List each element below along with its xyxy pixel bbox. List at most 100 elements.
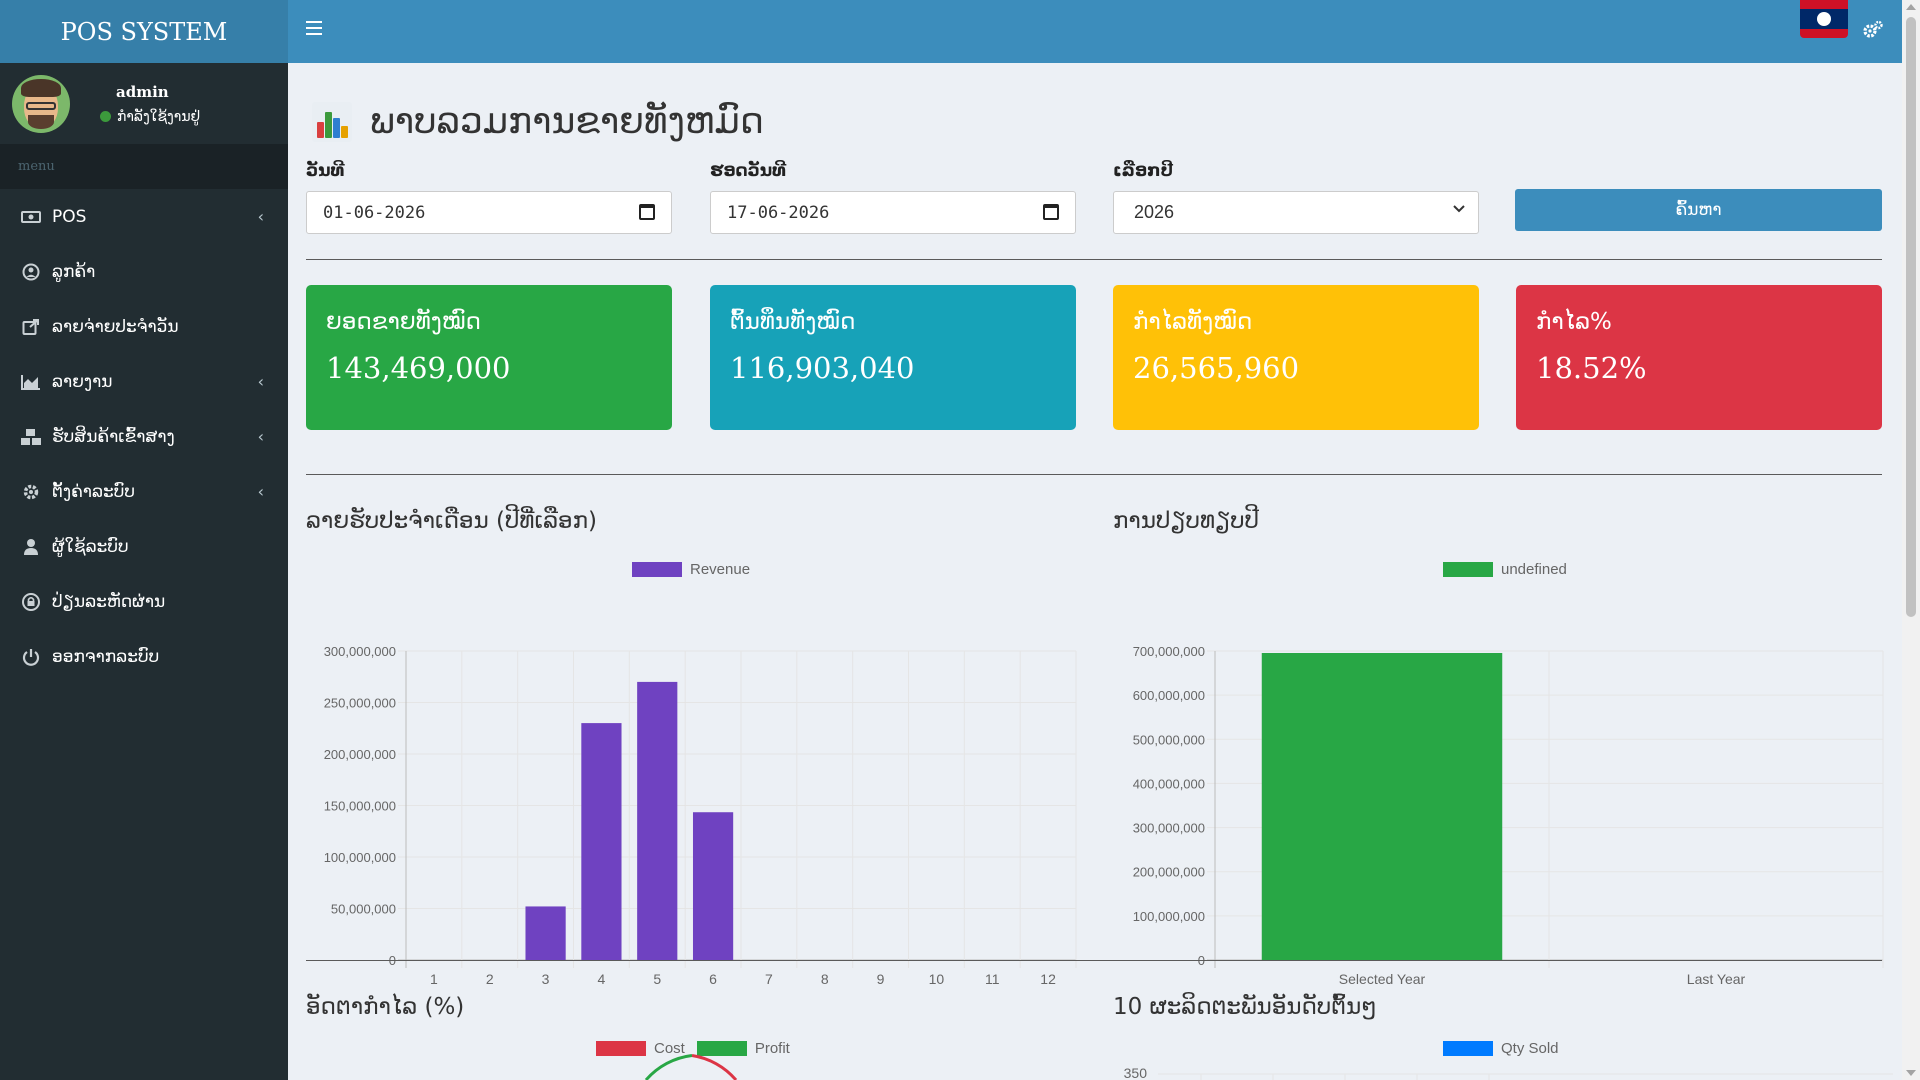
chart-legend[interactable]: Qty Sold — [1443, 1040, 1559, 1057]
x-tick-label: Selected Year — [1339, 971, 1426, 987]
cogs-icon[interactable] — [1862, 20, 1884, 45]
chevron-left-icon: ‹ — [257, 207, 264, 226]
sidebar-item-logout[interactable]: ອອກຈາກລະບົບ — [0, 629, 288, 684]
cubes-icon — [20, 426, 42, 448]
y-tick-label: 250,000,000 — [324, 696, 396, 711]
chart-legend[interactable]: undefined — [1443, 561, 1567, 578]
y-tick-label: 400,000,000 — [1133, 776, 1205, 791]
bar-5 — [637, 681, 678, 960]
card-label: ກຳໄລທັງໝົດ — [1133, 309, 1253, 335]
sidebar-item-label: ອອກຈາກລະບົບ — [52, 646, 160, 667]
x-tick-label: 11 — [985, 971, 1000, 987]
card-label: ຕົ້ນທຶນທັງໝົດ — [730, 309, 856, 335]
calendar-icon[interactable] — [639, 204, 655, 220]
share-square-icon — [20, 316, 42, 338]
sidebar-item-label: ລາຍຈ່າຍປະຈຳວັນ — [52, 316, 179, 337]
chart-legend[interactable]: Revenue — [632, 561, 750, 578]
calendar-icon[interactable] — [1043, 204, 1059, 220]
sidebar-item-pos[interactable]: POS ‹ — [0, 189, 288, 244]
year-select-label: ເລືອກປີ — [1113, 161, 1173, 181]
bar-4 — [581, 723, 622, 960]
area-chart-icon — [20, 371, 42, 393]
x-tick-label: 6 — [709, 971, 717, 987]
user-panel: admin ກຳລັງໃຊ້ງານຢູ່ — [0, 63, 288, 144]
start-date-input[interactable]: 01-06-2026 — [306, 191, 672, 234]
scrollbar-thumb[interactable] — [1906, 17, 1916, 617]
pie-slice-cost — [691, 1054, 738, 1080]
app-logo[interactable]: POS SYSTEM — [0, 0, 288, 63]
y-tick-label: 150,000,000 — [324, 799, 396, 814]
profit-ratio-chart: Cost Profit — [306, 1040, 1086, 1080]
x-tick-label: 10 — [929, 971, 945, 987]
scroll-up-arrow-icon[interactable] — [1906, 4, 1916, 10]
bar-6 — [692, 812, 734, 960]
sidebar-item-label: ຕັ້ງຄ່າລະບົບ — [52, 481, 136, 502]
search-button[interactable]: ຄົ້ນຫາ — [1515, 189, 1882, 231]
chevron-left-icon: ‹ — [257, 482, 264, 501]
hamburger-menu-icon[interactable] — [306, 21, 322, 35]
card-label: ຍອດຂາຍທັງໝົດ — [326, 309, 481, 335]
start-date-value: 01-06-2026 — [323, 202, 426, 223]
user-icon — [20, 536, 42, 558]
divider — [306, 259, 1882, 260]
sidebar-item-customers[interactable]: ລູກຄ້າ — [0, 244, 288, 299]
legend-swatch — [696, 1041, 747, 1056]
monthly-revenue-chart: Revenue 300,000,000 250,000,000 200,000,00… — [306, 558, 1086, 1013]
lock-icon — [20, 591, 42, 613]
bar-selected-year — [1261, 653, 1503, 960]
user-circle-icon — [20, 261, 42, 283]
page-title: ພາບລວມການຂາຍທັງຫມົດ — [312, 101, 764, 142]
divider — [306, 960, 1882, 961]
y-tick-label: 200,000,000 — [1133, 865, 1205, 880]
sidebar-item-label: ຮັບສິນຄ້າເຂົ້າສາງ — [52, 426, 175, 447]
sidebar-item-daily-expenses[interactable]: ລາຍຈ່າຍປະຈຳວັນ — [0, 299, 288, 354]
legend-label: Qty Sold — [1501, 1040, 1559, 1057]
profit-percent-card: ກຳໄລ% 18.52% — [1516, 285, 1882, 430]
top-navbar — [288, 0, 1902, 63]
end-date-value: 17-06-2026 — [727, 202, 830, 223]
sidebar-item-reports[interactable]: ລາຍງານ ‹ — [0, 354, 288, 409]
sidebar: POS SYSTEM admin ກຳລັງໃຊ້ງານຢູ່ menu POS… — [0, 0, 288, 1080]
sidebar-item-settings[interactable]: ຕັ້ງຄ່າລະບົບ ‹ — [0, 464, 288, 519]
sidebar-item-label: ລາຍງານ — [52, 371, 113, 392]
top-products-plot: 350 — [1124, 1065, 1893, 1080]
top-products-title: 10 ຜະລິດຕະພັນອັນດັບຕົ້ນໆ — [1113, 994, 1377, 1020]
y-tick-label: 50,000,000 — [331, 902, 396, 917]
laos-flag-icon[interactable] — [1800, 0, 1848, 38]
year-select[interactable]: 2026 — [1113, 191, 1479, 234]
y-tick-label: 350 — [1124, 1065, 1148, 1080]
y-tick-label: 600,000,000 — [1133, 688, 1205, 703]
online-status-icon — [100, 111, 111, 122]
total-sales-card: ຍອດຂາຍທັງໝົດ 143,469,000 — [306, 285, 672, 430]
y-tick-label: 100,000,000 — [324, 850, 396, 865]
pie-chart-plot — [644, 1054, 738, 1080]
menu-header: menu — [0, 144, 288, 189]
y-tick-label: 500,000,000 — [1133, 732, 1205, 747]
card-value: 116,903,040 — [730, 351, 915, 385]
page-scrollbar[interactable] — [1902, 0, 1920, 1080]
x-tick-label: 12 — [1040, 971, 1056, 987]
sidebar-item-stock-receiving[interactable]: ຮັບສິນຄ້າເຂົ້າສາງ ‹ — [0, 409, 288, 464]
scroll-down-arrow-icon[interactable] — [1906, 1070, 1916, 1076]
sidebar-item-label: ປ່ຽນລະຫັດຜ່ານ — [52, 591, 166, 612]
gear-icon — [20, 481, 42, 503]
chevron-left-icon: ‹ — [257, 372, 264, 391]
legend-label: Profit — [754, 1040, 790, 1057]
chart-legend[interactable]: Cost Profit — [596, 1040, 790, 1057]
bar-chart-icon — [312, 101, 352, 142]
x-tick-label: 2 — [486, 971, 494, 987]
year-compare-title: ການປຽບທຽບປີ — [1113, 508, 1260, 534]
money-bill-icon — [20, 206, 42, 228]
x-tick-label: 8 — [821, 971, 829, 987]
year-select-group: ເລືອກປີ 2026 — [1113, 161, 1479, 234]
filter-bar: ວັນທີ 01-06-2026 ຮອດວັນທີ 17-06-2026 ເລື… — [306, 161, 1882, 234]
card-value: 26,565,960 — [1133, 351, 1300, 385]
start-date-group: ວັນທີ 01-06-2026 — [306, 161, 672, 234]
end-date-group: ຮອດວັນທີ 17-06-2026 — [710, 161, 1076, 234]
end-date-input[interactable]: 17-06-2026 — [710, 191, 1076, 234]
y-tick-label: 700,000,000 — [1133, 644, 1205, 659]
sidebar-item-users[interactable]: ຜູ້ໃຊ້ລະບົບ — [0, 519, 288, 574]
legend-label: undefined — [1501, 561, 1567, 578]
avatar — [12, 74, 70, 133]
sidebar-item-change-password[interactable]: ປ່ຽນລະຫັດຜ່ານ — [0, 574, 288, 629]
